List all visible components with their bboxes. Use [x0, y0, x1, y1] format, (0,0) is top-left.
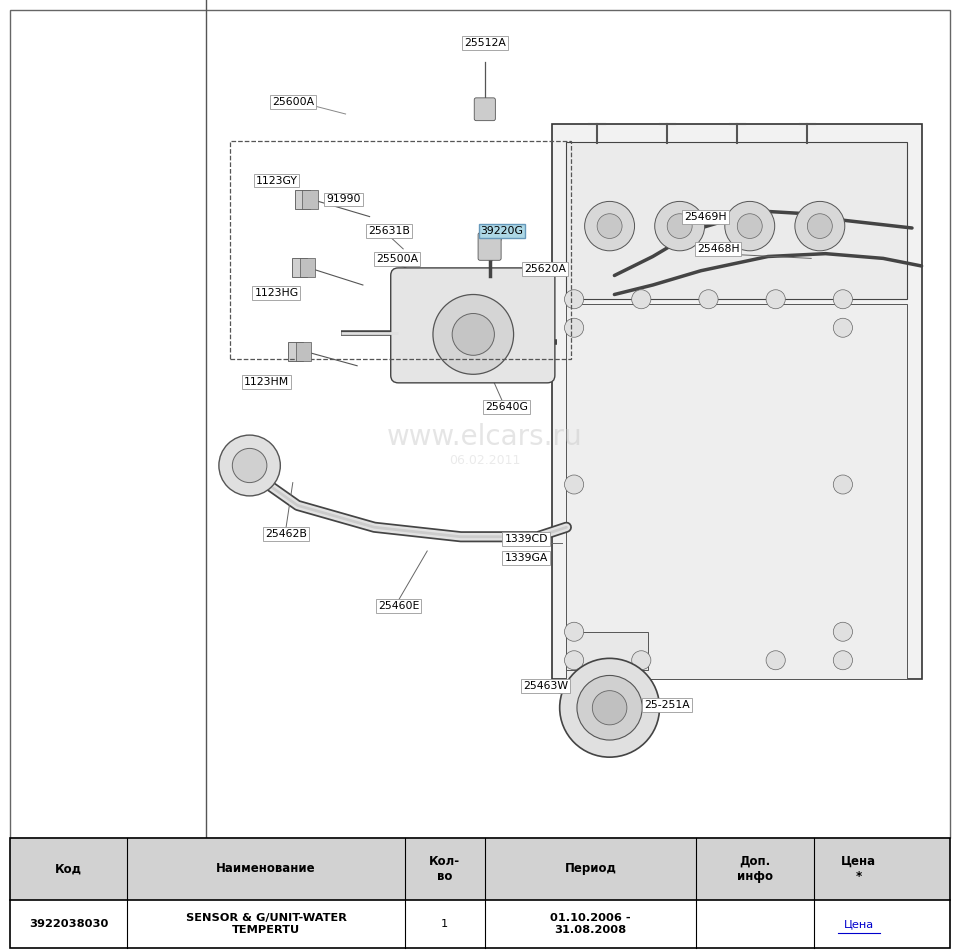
FancyBboxPatch shape: [474, 98, 495, 121]
FancyBboxPatch shape: [566, 304, 907, 679]
Polygon shape: [296, 342, 311, 361]
Circle shape: [833, 622, 852, 641]
Text: 1: 1: [441, 919, 448, 929]
Text: 01.10.2006 -
31.08.2008: 01.10.2006 - 31.08.2008: [550, 913, 631, 935]
Polygon shape: [300, 258, 315, 277]
Text: Период: Период: [564, 863, 616, 875]
FancyBboxPatch shape: [295, 190, 310, 209]
Circle shape: [833, 651, 852, 670]
Circle shape: [585, 201, 635, 251]
Circle shape: [655, 201, 705, 251]
Polygon shape: [302, 190, 318, 209]
FancyBboxPatch shape: [566, 142, 907, 299]
Text: 25500A: 25500A: [376, 255, 419, 264]
FancyBboxPatch shape: [292, 258, 307, 277]
Text: Доп.
инфо: Доп. инфо: [737, 855, 773, 883]
Text: 25468H: 25468H: [697, 244, 739, 254]
Text: 25600A: 25600A: [272, 97, 314, 106]
Circle shape: [725, 201, 775, 251]
Text: Цена: Цена: [844, 919, 874, 929]
Circle shape: [737, 214, 762, 238]
Text: 25469H: 25469H: [684, 212, 727, 221]
Text: 1123HG: 1123HG: [254, 288, 299, 297]
Text: 1339GA: 1339GA: [504, 553, 548, 562]
FancyBboxPatch shape: [391, 268, 555, 383]
Text: 25-251A: 25-251A: [644, 700, 690, 710]
Circle shape: [433, 294, 514, 374]
Text: 3922038030: 3922038030: [29, 919, 108, 929]
Text: 25512A: 25512A: [464, 38, 506, 48]
Circle shape: [833, 290, 852, 309]
Circle shape: [564, 622, 584, 641]
Circle shape: [667, 214, 692, 238]
Circle shape: [807, 214, 832, 238]
Circle shape: [219, 435, 280, 496]
Circle shape: [699, 290, 718, 309]
Text: 91990: 91990: [326, 195, 361, 204]
Text: 06.02.2011: 06.02.2011: [449, 454, 520, 467]
Circle shape: [564, 475, 584, 494]
FancyBboxPatch shape: [478, 233, 501, 260]
Circle shape: [597, 214, 622, 238]
Text: Код: Код: [55, 863, 82, 875]
Circle shape: [560, 658, 660, 757]
Circle shape: [564, 318, 584, 337]
Circle shape: [632, 290, 651, 309]
FancyBboxPatch shape: [10, 838, 950, 900]
FancyBboxPatch shape: [566, 632, 648, 670]
Text: Наименование: Наименование: [216, 863, 316, 875]
Text: 39220G: 39220G: [481, 226, 523, 236]
FancyBboxPatch shape: [10, 900, 950, 948]
Circle shape: [452, 314, 494, 355]
Text: www.elcars.ru: www.elcars.ru: [387, 423, 583, 451]
Text: 25462B: 25462B: [265, 529, 307, 539]
Text: 1339CD: 1339CD: [504, 534, 548, 543]
Text: 1123HM: 1123HM: [244, 377, 290, 387]
Text: 25460E: 25460E: [377, 601, 420, 611]
Text: Цена
*: Цена *: [841, 855, 876, 883]
Text: 25463W: 25463W: [522, 681, 568, 691]
Circle shape: [833, 475, 852, 494]
Circle shape: [795, 201, 845, 251]
FancyBboxPatch shape: [288, 342, 303, 361]
Circle shape: [564, 290, 584, 309]
Text: 1123GY: 1123GY: [255, 176, 298, 185]
Circle shape: [766, 651, 785, 670]
Circle shape: [833, 318, 852, 337]
Circle shape: [592, 691, 627, 725]
Text: SENSOR & G/UNIT-WATER
TEMPERTU: SENSOR & G/UNIT-WATER TEMPERTU: [185, 913, 347, 935]
Circle shape: [632, 651, 651, 670]
FancyBboxPatch shape: [552, 124, 922, 679]
Circle shape: [766, 290, 785, 309]
Text: 25620A: 25620A: [524, 264, 566, 274]
Text: 25631B: 25631B: [368, 226, 410, 236]
Circle shape: [232, 448, 267, 483]
Circle shape: [564, 651, 584, 670]
Text: Кол-
во: Кол- во: [429, 855, 460, 883]
Circle shape: [577, 675, 642, 740]
Text: 25640G: 25640G: [486, 402, 528, 411]
